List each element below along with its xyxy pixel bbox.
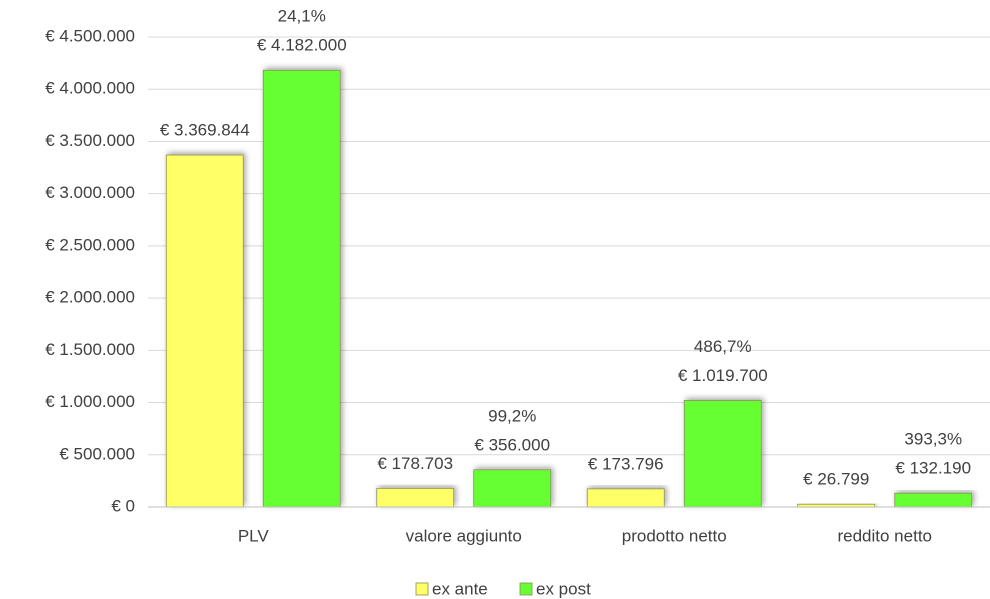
y-tick-label: € 0 bbox=[111, 496, 135, 515]
value-label: € 178.703 bbox=[377, 454, 453, 473]
value-label: € 3.369.844 bbox=[160, 121, 250, 140]
value-label: € 173.796 bbox=[588, 454, 664, 473]
x-tick-label: PLV bbox=[238, 526, 270, 545]
legend-swatch bbox=[415, 582, 429, 596]
y-tick-label: € 1.500.000 bbox=[45, 340, 135, 359]
bar bbox=[376, 487, 455, 508]
bar bbox=[262, 69, 341, 508]
value-label: € 26.799 bbox=[803, 470, 869, 489]
y-tick-label: € 2.500.000 bbox=[45, 235, 135, 254]
bar bbox=[683, 400, 762, 508]
bar bbox=[165, 154, 244, 508]
legend-label: ex post bbox=[536, 579, 591, 598]
value-label: € 132.190 bbox=[895, 459, 971, 478]
annotation: 24,1% bbox=[278, 7, 326, 26]
y-tick-label: € 3.000.000 bbox=[45, 183, 135, 202]
annotation: 393,3% bbox=[904, 430, 962, 449]
y-tick-label: € 500.000 bbox=[59, 444, 135, 463]
x-tick-label: prodotto netto bbox=[622, 526, 727, 545]
bar bbox=[586, 488, 665, 508]
y-tick-label: € 2.000.000 bbox=[45, 288, 135, 307]
legend-swatch bbox=[519, 582, 533, 596]
bar bbox=[473, 469, 552, 508]
y-tick-label: € 1.000.000 bbox=[45, 392, 135, 411]
annotation: 486,7% bbox=[694, 337, 752, 356]
y-tick-label: € 3.500.000 bbox=[45, 131, 135, 150]
value-label: € 1.019.700 bbox=[678, 366, 768, 385]
x-tick-label: valore aggiunto bbox=[406, 526, 522, 545]
value-label: € 4.182.000 bbox=[257, 36, 347, 55]
legend-label: ex ante bbox=[432, 579, 488, 598]
value-label: € 356.000 bbox=[474, 435, 550, 454]
bar bbox=[894, 492, 973, 508]
y-tick-label: € 4.500.000 bbox=[45, 26, 135, 45]
annotation: 99,2% bbox=[488, 406, 536, 425]
x-tick-label: reddito netto bbox=[837, 526, 932, 545]
y-tick-label: € 4.000.000 bbox=[45, 79, 135, 98]
